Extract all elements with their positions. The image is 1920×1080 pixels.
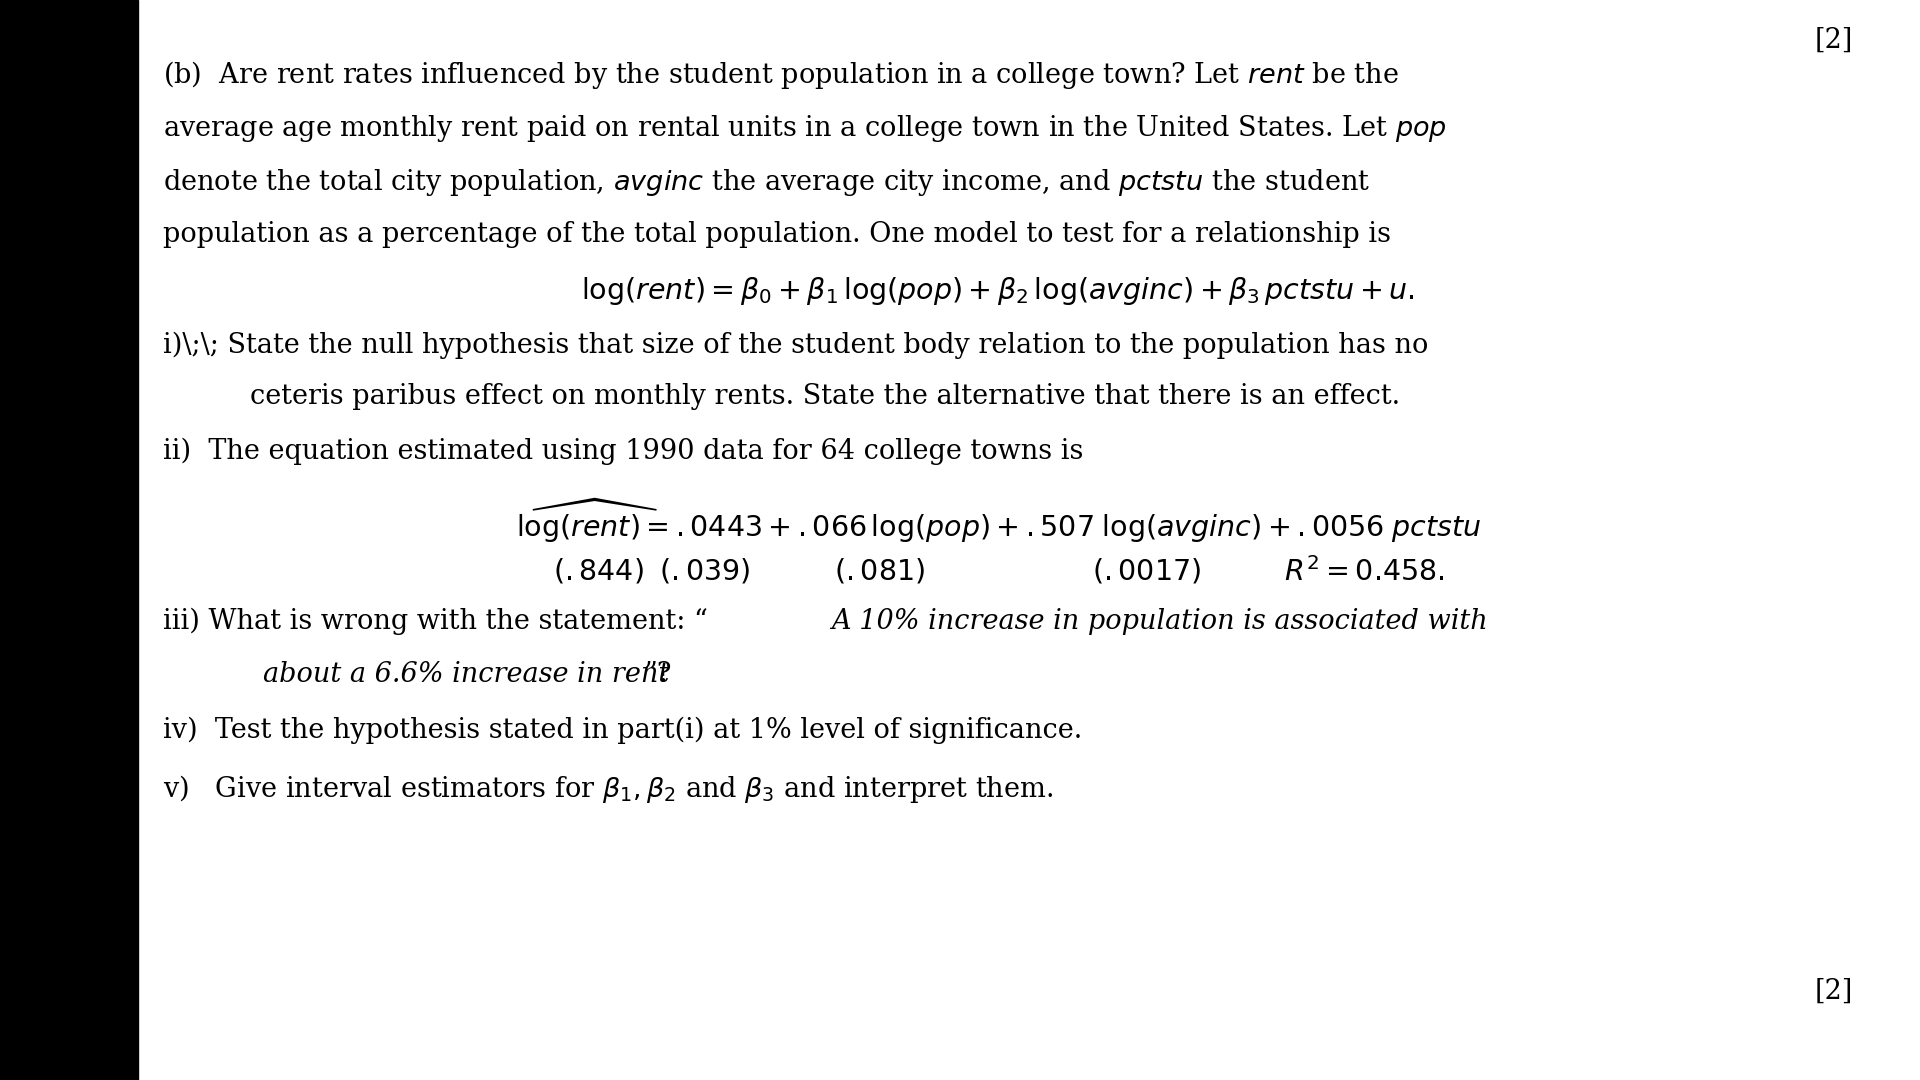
Text: average age monthly rent paid on rental units in a college town in the United St: average age monthly rent paid on rental …: [163, 113, 1448, 145]
Text: A 10% increase in population is associated with: A 10% increase in population is associat…: [831, 608, 1488, 635]
Text: iv)  Test the hypothesis stated in part(i) at 1% level of significance.: iv) Test the hypothesis stated in part(i…: [163, 717, 1083, 744]
Text: ”?: ”?: [643, 661, 672, 688]
Text: [2]: [2]: [1814, 977, 1853, 1004]
Text: [2]: [2]: [1814, 27, 1853, 54]
Text: $(.844)\;\;(.039)\qquad\quad(.081)\qquad\qquad\qquad(.0017)\qquad\quad R^2 = 0.4: $(.844)\;\;(.039)\qquad\quad(.081)\qquad…: [553, 554, 1444, 586]
Text: $\log(\mathit{rent}) = \beta_0 + \beta_1\,\log(\mathit{pop}) + \beta_2\,\log(\ma: $\log(\mathit{rent}) = \beta_0 + \beta_1…: [582, 275, 1415, 308]
Text: population as a percentage of the total population. One model to test for a rela: population as a percentage of the total …: [163, 221, 1392, 248]
Text: v)   Give interval estimators for $\beta_1, \beta_2$ and $\beta_3$ and interpret: v) Give interval estimators for $\beta_1…: [163, 773, 1054, 806]
Text: ceteris paribus effect on monthly rents. State the alternative that there is an : ceteris paribus effect on monthly rents.…: [250, 383, 1400, 410]
Text: denote the total city population, $\mathit{avginc}$ the average city income, and: denote the total city population, $\math…: [163, 167, 1371, 199]
Text: ii)  The equation estimated using 1990 data for 64 college towns is: ii) The equation estimated using 1990 da…: [163, 437, 1083, 464]
Text: $\widehat{\log(\mathit{rent})} = .0443 + .066\,\log(\mathit{pop}) + .507\;\log(\: $\widehat{\log(\mathit{rent})} = .0443 +…: [516, 497, 1480, 545]
Bar: [0, 0, 138, 1080]
Text: about a 6.6% increase in rent: about a 6.6% increase in rent: [263, 661, 670, 688]
Text: iii) What is wrong with the statement: “: iii) What is wrong with the statement: “: [163, 608, 708, 635]
Text: i)\;\; State the null hypothesis that size of the student body relation to the p: i)\;\; State the null hypothesis that si…: [163, 332, 1428, 359]
Text: (b)  Are rent rates influenced by the student population in a college town? Let : (b) Are rent rates influenced by the stu…: [163, 59, 1400, 92]
